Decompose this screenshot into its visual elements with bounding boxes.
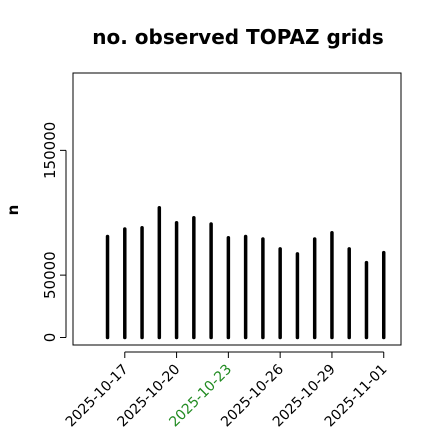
y-tick-label: 150000 — [41, 122, 59, 179]
y-tick-label: 0 — [41, 333, 59, 343]
chart-title: no. observed TOPAZ grids — [92, 25, 383, 49]
y-axis: 0 50000 150000 — [41, 122, 67, 343]
plot-frame — [72, 72, 402, 346]
x-axis: 2025-10-172025-10-202025-10-232025-10-26… — [63, 351, 391, 430]
y-tick-label: 50000 — [41, 251, 59, 299]
bars — [105, 206, 386, 340]
y-axis-label: n — [4, 205, 22, 216]
